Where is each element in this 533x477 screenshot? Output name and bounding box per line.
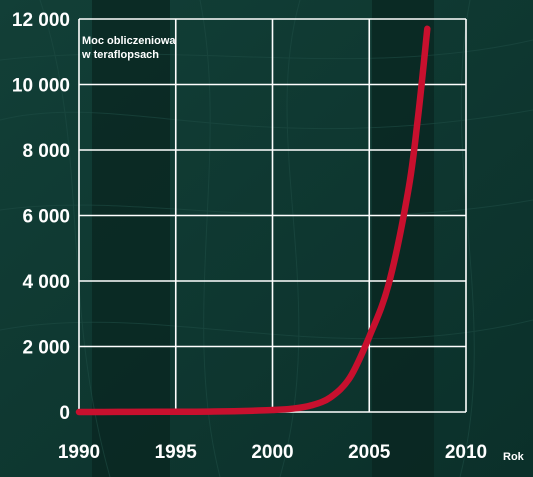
dark-band-left <box>92 0 170 477</box>
x-tick-label: 1990 <box>58 442 100 463</box>
x-tick-label: 1995 <box>155 442 198 463</box>
y-tick-label: 4 000 <box>22 272 70 293</box>
x-tick-label: 2010 <box>445 442 487 463</box>
y-axis-label-line-1: Moc obliczeniowa <box>82 35 176 47</box>
y-tick-label: 6 000 <box>22 207 70 228</box>
series-line <box>75 25 431 416</box>
x-axis-label: Rok <box>503 451 525 463</box>
y-axis-ticks: 0 2 000 4 000 6 000 8 000 10 000 12 000 <box>12 10 70 424</box>
y-tick-label: 2 000 <box>22 338 70 359</box>
y-tick-label: 12 000 <box>12 10 70 31</box>
x-tick-label: 2005 <box>348 442 391 463</box>
y-axis-label-line-2: w teraflopsach <box>81 49 159 61</box>
x-axis-ticks: 1990 1995 2000 2005 2010 <box>58 442 487 463</box>
x-tick-label: 2000 <box>251 442 293 463</box>
y-tick-label: 10 000 <box>12 76 70 97</box>
y-tick-label: 0 <box>59 403 70 424</box>
y-tick-label: 8 000 <box>22 141 70 162</box>
gridlines <box>78 18 467 413</box>
